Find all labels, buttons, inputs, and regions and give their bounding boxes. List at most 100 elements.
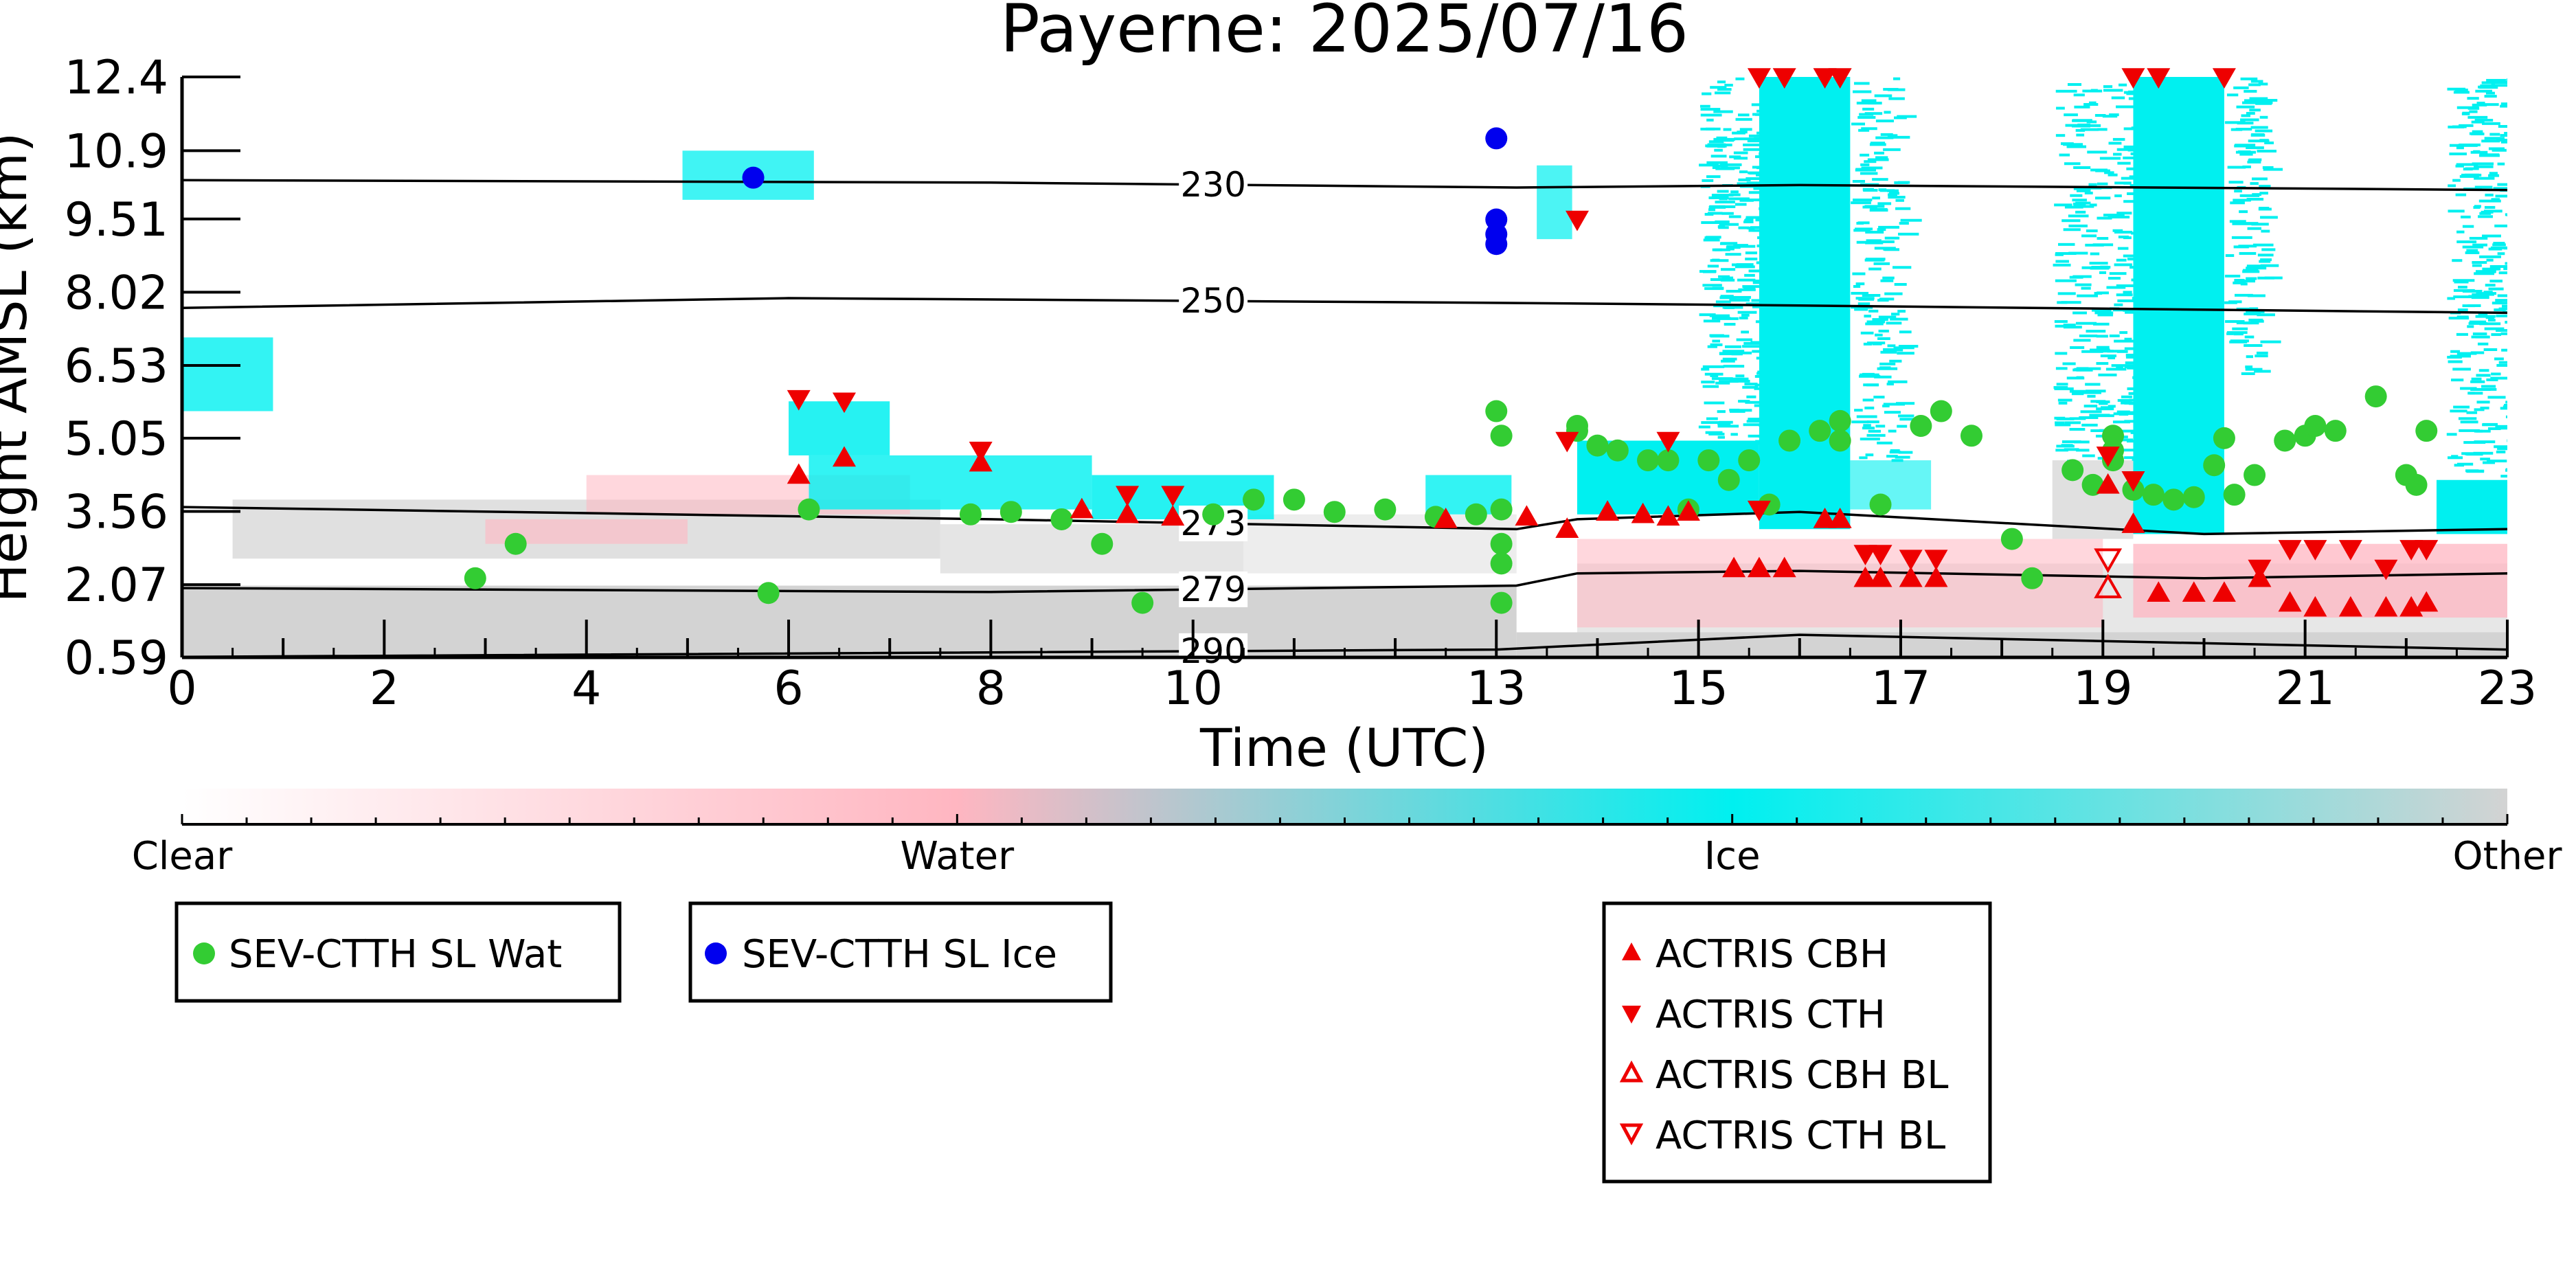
marker-sev-ctth-sl-ice <box>1485 233 1508 256</box>
marker-actris-cth <box>2121 471 2145 492</box>
cirrus-speck <box>2261 229 2270 233</box>
cirrus-speck <box>2490 246 2507 249</box>
cirrus-speck <box>2055 253 2064 256</box>
cirrus-speck <box>1884 111 1891 114</box>
cirrus-speck <box>1899 418 1916 421</box>
cirrus-speck <box>2076 449 2090 452</box>
cirrus-speck <box>2472 243 2487 247</box>
cirrus-speck <box>1706 144 1727 148</box>
water-layer <box>1577 539 2103 628</box>
cirrus-speck <box>1893 266 1912 269</box>
cirrus-speck <box>2057 301 2068 304</box>
cirrus-speck <box>1717 317 1739 320</box>
ice-patch <box>182 337 273 411</box>
cirrus-speck <box>2249 307 2259 310</box>
cirrus-speck <box>2061 301 2081 304</box>
marker-actris-cbh <box>1853 566 1877 587</box>
cirrus-speck <box>2057 292 2076 295</box>
cirrus-speck <box>2239 194 2260 197</box>
cirrus-speck <box>1720 242 1738 245</box>
marker-actris-cbh <box>2182 581 2206 602</box>
cirrus-speck <box>2452 125 2467 128</box>
legend-sev-wat: SEV-CTTH SL Wat <box>174 901 622 1003</box>
cirrus-speck <box>2500 332 2507 335</box>
cirrus-speck <box>2450 409 2467 413</box>
cirrus-speck <box>2247 294 2266 297</box>
cirrus-speck <box>2084 191 2093 194</box>
cirrus-speck <box>2079 334 2098 337</box>
cirrus-speck <box>1707 143 1726 146</box>
cirrus-speck <box>2261 248 2276 251</box>
cirrus-speck <box>2108 357 2116 360</box>
cirrus-speck <box>2479 255 2501 258</box>
cirrus-speck <box>2244 89 2257 93</box>
cirrus-speck <box>1888 429 1897 433</box>
cirrus-speck <box>2462 245 2484 249</box>
cirrus-speck <box>2228 181 2244 184</box>
cirrus-speck <box>1865 241 1884 245</box>
cirrus-speck <box>1701 421 1723 425</box>
marker-sev-ctth-sl-wat <box>2405 473 2428 496</box>
cirrus-speck <box>1734 137 1755 141</box>
cirrus-speck <box>1886 383 1894 386</box>
cirrus-speck <box>2097 182 2108 185</box>
cirrus-speck <box>2251 223 2269 226</box>
cirrus-speck <box>1741 330 1749 334</box>
cirrus-speck <box>1718 275 1730 278</box>
cirrus-speck <box>2246 111 2255 115</box>
y-tick-label: 6.53 <box>65 339 168 394</box>
cirrus-speck <box>2501 348 2507 352</box>
cirrus-speck <box>2129 398 2137 402</box>
cirrus-speck <box>2089 203 2097 207</box>
cirrus-speck <box>2471 335 2489 339</box>
cirrus-speck <box>1754 375 1763 379</box>
cirrus-speck <box>2456 240 2477 244</box>
cirrus-speck <box>2492 148 2507 152</box>
marker-sev-ctth-sl-ice <box>1485 127 1508 150</box>
cirrus-speck <box>1700 113 1722 117</box>
cirrus-speck <box>2242 101 2258 104</box>
cirrus-speck <box>1895 199 1904 202</box>
cirrus-speck <box>2482 293 2494 296</box>
marker-actris-cth <box>1566 210 1589 231</box>
cirrus-speck <box>2467 106 2480 110</box>
marker-sev-ctth-sl-wat <box>2213 427 2235 449</box>
cirrus-speck <box>2082 391 2102 394</box>
cirrus-speck <box>2249 109 2261 112</box>
cirrus-speck <box>1758 434 1777 438</box>
cirrus-speck <box>2259 192 2268 195</box>
cirrus-speck <box>2446 433 2457 436</box>
marker-sev-ctth-sl-wat <box>2000 528 2023 550</box>
cirrus-speck <box>1706 175 1721 179</box>
cirrus-speck <box>1855 227 1873 231</box>
cirrus-speck <box>2112 137 2125 141</box>
marker-actris-cbh <box>1656 505 1680 526</box>
cirrus-speck <box>1720 278 1735 282</box>
cirrus-speck <box>2114 263 2132 267</box>
marker-sev-ctth-sl-wat <box>1809 420 1831 442</box>
cirrus-speck <box>2460 420 2478 424</box>
cirrus-speck <box>1710 452 1728 455</box>
cirrus-speck <box>2478 270 2496 273</box>
cirrus-speck <box>2124 456 2145 460</box>
ice-patch <box>1537 165 1572 240</box>
cirrus-speck <box>2121 395 2132 398</box>
ice-patch <box>789 401 890 455</box>
y-tick-label: 2.07 <box>65 558 168 613</box>
cirrus-speck <box>1713 110 1733 113</box>
cirrus-speck <box>2127 90 2147 93</box>
cirrus-speck <box>1889 359 1902 363</box>
marker-actris-cbh <box>1676 500 1700 521</box>
marker-sev-ctth-sl-wat <box>2142 484 2165 506</box>
cirrus-speck <box>2126 167 2145 170</box>
marker-actris-cth <box>1772 68 1796 89</box>
cirrus-speck <box>1702 365 1725 368</box>
cirrus-speck <box>2116 410 2130 414</box>
marker-actris-cbh <box>1116 502 1140 523</box>
cirrus-speck <box>1704 372 1724 376</box>
cirrus-speck <box>2128 392 2147 395</box>
cirrus-speck <box>1858 297 1875 301</box>
cirrus-speck <box>1853 285 1861 289</box>
cirrus-speck <box>2081 286 2091 290</box>
cirrus-speck <box>2472 293 2483 296</box>
